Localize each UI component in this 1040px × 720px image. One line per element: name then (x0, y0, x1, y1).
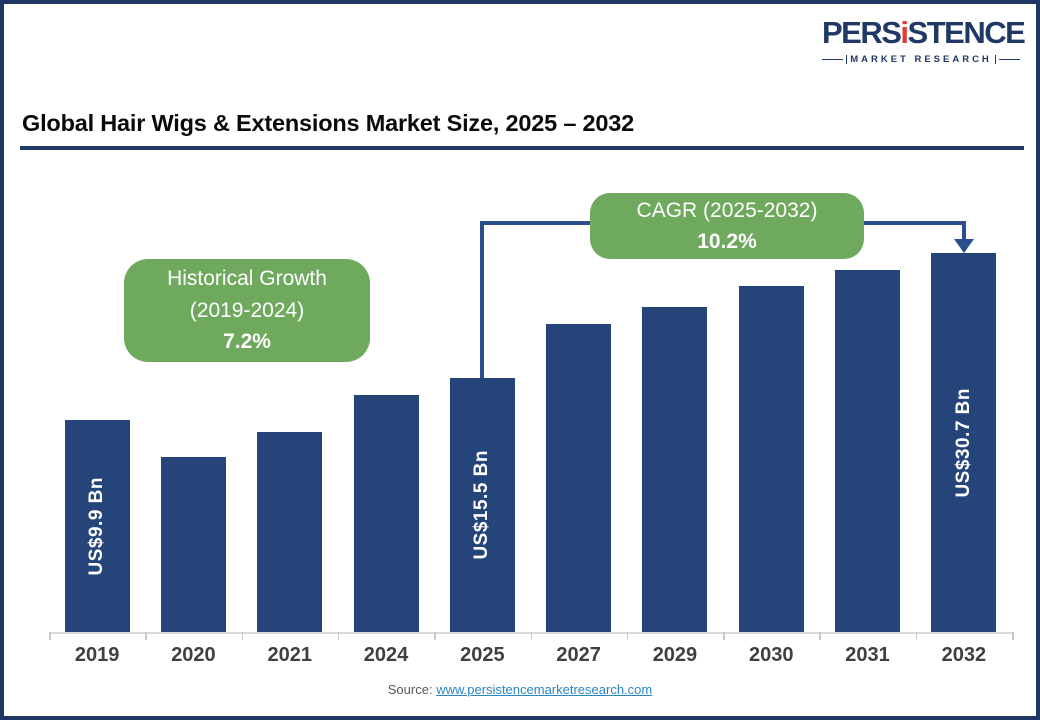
logo-bracket-tick-left (845, 54, 848, 64)
x-axis-tick (530, 632, 532, 640)
x-axis-tick (723, 632, 725, 640)
title-underline (20, 146, 1024, 150)
bar-2025: US$15.5 Bn (449, 378, 515, 632)
cagr-value: 10.2% (697, 230, 757, 253)
x-axis-label-2030: 2030 (748, 644, 794, 666)
bar-2024 (353, 395, 419, 632)
x-axis-label-2019: 2019 (74, 644, 120, 666)
bar-2030 (738, 286, 804, 632)
brand-subtitle: MARKET RESEARCH (850, 53, 992, 65)
bar-2031 (835, 270, 901, 632)
cagr-label: CAGR (2025-2032) (636, 198, 818, 222)
x-axis-tick (241, 632, 244, 640)
logo-bracket-tick-right (994, 54, 997, 64)
x-axis-label-2032: 2032 (941, 644, 987, 666)
x-axis-label-2020: 2020 (171, 644, 216, 666)
bar-2020 (160, 457, 226, 632)
cagr-connector-left-vertical-line (480, 221, 485, 378)
logo-bracket-line-left (822, 58, 843, 60)
bar-value-label-2019: US$9.9 Bn (86, 476, 108, 576)
bar-2027 (546, 324, 612, 632)
brand-logo: PERSiSTENCE MARKET RESEARCH (822, 14, 1026, 65)
cagr-callout: CAGR (2025-2032) 10.2% (590, 193, 864, 259)
brand-text-pre: PERS (822, 15, 902, 50)
cagr-connector-arrowhead-icon (953, 239, 974, 253)
x-axis-tick (819, 632, 821, 640)
historical-growth-line2: (2019-2024) (189, 298, 305, 322)
logo-bracket-line-right (999, 58, 1020, 60)
x-axis-label-2029: 2029 (652, 644, 698, 666)
brand-subtitle-row: MARKET RESEARCH (822, 54, 1020, 65)
x-axis-label-2021: 2021 (267, 644, 312, 666)
x-axis-label-2025: 2025 (460, 644, 505, 666)
x-axis-tick (337, 632, 340, 640)
brand-wordmark: PERSiSTENCE (822, 14, 1026, 53)
source-link[interactable]: www.persistencemarketresearch.com (436, 682, 653, 697)
bar-2019: US$9.9 Bn (64, 420, 130, 632)
historical-growth-callout: Historical Growth (2019-2024) 7.2% (124, 259, 370, 362)
bar-value-label-2032: US$30.7 Bn (952, 387, 974, 498)
x-axis-label-2027: 2027 (556, 644, 601, 666)
source-line: Source: www.persistencemarketresearch.co… (4, 682, 1036, 697)
x-axis-tick (1012, 632, 1014, 640)
bar-2021 (257, 432, 323, 632)
historical-growth-line1: Historical Growth (167, 267, 327, 291)
x-axis-label-2031: 2031 (845, 644, 890, 666)
bar-2029 (642, 307, 708, 632)
bar-value-label-2025: US$15.5 Bn (471, 450, 493, 560)
bar-2032: US$30.7 Bn (931, 253, 997, 632)
x-axis-tick (49, 632, 51, 640)
brand-accent-i: i (900, 15, 909, 50)
brand-text-post: STENCE (907, 15, 1026, 50)
x-axis-tick (915, 632, 918, 640)
source-label: Source: (387, 682, 433, 697)
page-title: Global Hair Wigs & Extensions Market Siz… (22, 110, 634, 136)
x-axis-tick (434, 632, 436, 640)
cagr-connector-right-vertical-line (961, 221, 966, 240)
x-axis-label-2024: 2024 (363, 644, 409, 666)
x-axis-tick (626, 632, 629, 640)
x-axis-tick (145, 632, 147, 640)
historical-growth-value: 7.2% (223, 330, 271, 354)
bar-chart: Historical Growth (2019-2024) 7.2% CAGR … (4, 154, 1036, 694)
